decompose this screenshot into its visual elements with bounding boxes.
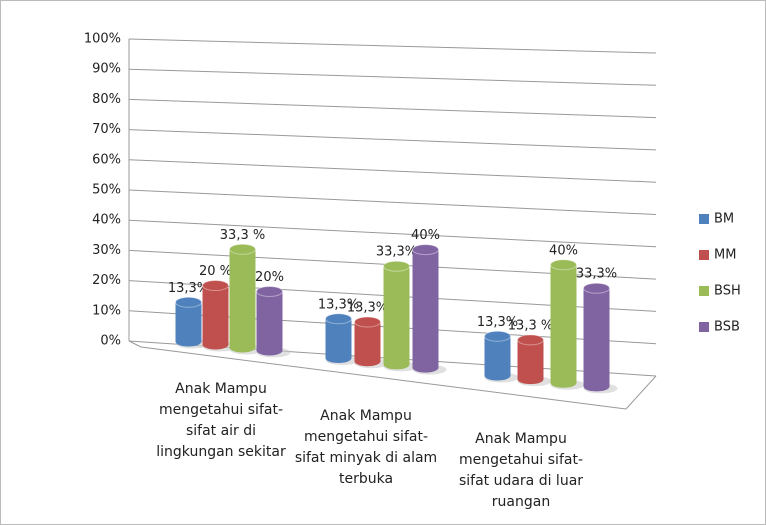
- bar-top: [256, 285, 283, 297]
- x-tick-label: Anak Mampu mengetahui sifat-sifat minyak…: [294, 408, 438, 487]
- y-tick-label: 40%: [92, 213, 121, 228]
- y-tick-label: 50%: [92, 183, 121, 198]
- data-label: 13,3 %: [508, 318, 553, 333]
- grid-line: [128, 159, 657, 183]
- bar-top: [550, 259, 577, 271]
- grid-line: [128, 189, 657, 215]
- grid-line: [128, 98, 657, 119]
- legend-label: MM: [714, 248, 736, 263]
- y-tick-label: 70%: [92, 122, 121, 137]
- data-label: 33,3 %: [220, 228, 265, 243]
- y-tick-label: 20%: [92, 273, 121, 288]
- bar: [484, 336, 511, 376]
- grid-line: [128, 129, 657, 151]
- legend-swatch: [699, 214, 709, 224]
- data-label: 13,3%: [168, 281, 209, 296]
- bar: [583, 288, 610, 387]
- y-tick-label: 80%: [92, 92, 121, 107]
- bar-top: [583, 282, 610, 294]
- legend-label: BSB: [714, 320, 740, 335]
- floor-edge: [128, 340, 142, 348]
- bar-top: [484, 330, 511, 342]
- data-label: 20%: [255, 270, 284, 285]
- y-tick-label: 60%: [92, 152, 121, 167]
- x-tick-label: Anak Mampu mengetahui sifat-sifat air di…: [156, 381, 286, 460]
- legend-label: BM: [714, 212, 734, 227]
- bar: [175, 302, 202, 342]
- bar: [383, 266, 410, 365]
- legend-swatch: [699, 322, 709, 332]
- bar-top: [175, 296, 202, 308]
- data-label: 40%: [549, 243, 578, 258]
- bar-top: [229, 243, 256, 255]
- bar: [325, 318, 352, 359]
- bar-top: [517, 334, 544, 346]
- bar-top: [383, 260, 410, 272]
- bar: [550, 264, 577, 383]
- bar-top: [202, 280, 229, 292]
- y-tick-label: 30%: [92, 243, 121, 258]
- y-tick-label: 0%: [100, 334, 121, 349]
- bar-top: [354, 316, 381, 328]
- grid-line: [128, 68, 657, 86]
- bar: [256, 291, 283, 351]
- bar-top: [325, 313, 352, 325]
- y-tick-label: 90%: [92, 62, 121, 77]
- data-label: 33,3%: [576, 267, 617, 282]
- bar: [202, 285, 229, 345]
- data-label: 13,3%: [347, 301, 388, 316]
- floor-edge: [625, 375, 657, 410]
- grid-line: [128, 219, 657, 248]
- bar-top: [412, 244, 439, 256]
- y-tick-label: 100%: [84, 32, 121, 47]
- bar: [412, 249, 439, 368]
- floor-edge: [140, 346, 627, 410]
- data-label: 40%: [411, 228, 440, 243]
- data-label: 13,3%: [318, 297, 359, 312]
- legend-swatch: [699, 250, 709, 260]
- bar: [229, 249, 256, 348]
- data-label: 13,3%: [477, 315, 518, 330]
- data-label: 20 %: [199, 264, 232, 279]
- grid-line: [128, 38, 657, 54]
- y-tick-label: 10%: [92, 303, 121, 318]
- data-label: 33,3%: [376, 245, 417, 260]
- legend-label: BSH: [714, 284, 741, 299]
- legend-swatch: [699, 286, 709, 296]
- bar: [517, 339, 544, 380]
- x-tick-label: Anak Mampu mengetahui sifat-sifat udara …: [458, 431, 584, 510]
- bar: [354, 322, 381, 362]
